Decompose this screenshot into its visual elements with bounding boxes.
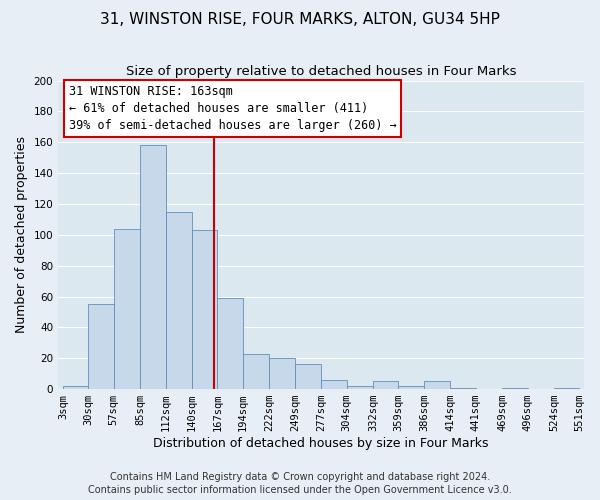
Bar [424,382,451,389]
Bar [192,230,217,389]
Bar [295,364,321,389]
Bar [554,388,580,389]
Text: Contains HM Land Registry data © Crown copyright and database right 2024.
Contai: Contains HM Land Registry data © Crown c… [88,472,512,495]
Bar [243,354,269,389]
Text: 31, WINSTON RISE, FOUR MARKS, ALTON, GU34 5HP: 31, WINSTON RISE, FOUR MARKS, ALTON, GU3… [100,12,500,28]
Bar [217,298,243,389]
Bar [398,386,424,389]
Text: 31 WINSTON RISE: 163sqm
← 61% of detached houses are smaller (411)
39% of semi-d: 31 WINSTON RISE: 163sqm ← 61% of detache… [68,85,397,132]
Bar [373,382,398,389]
Bar [140,146,166,389]
Bar [347,386,373,389]
Bar [166,212,192,389]
Bar [114,228,140,389]
X-axis label: Distribution of detached houses by size in Four Marks: Distribution of detached houses by size … [154,437,489,450]
Title: Size of property relative to detached houses in Four Marks: Size of property relative to detached ho… [126,65,517,78]
Bar [502,388,527,389]
Bar [88,304,114,389]
Bar [269,358,295,389]
Bar [63,386,88,389]
Bar [321,380,347,389]
Bar [451,388,476,389]
Y-axis label: Number of detached properties: Number of detached properties [15,136,28,334]
